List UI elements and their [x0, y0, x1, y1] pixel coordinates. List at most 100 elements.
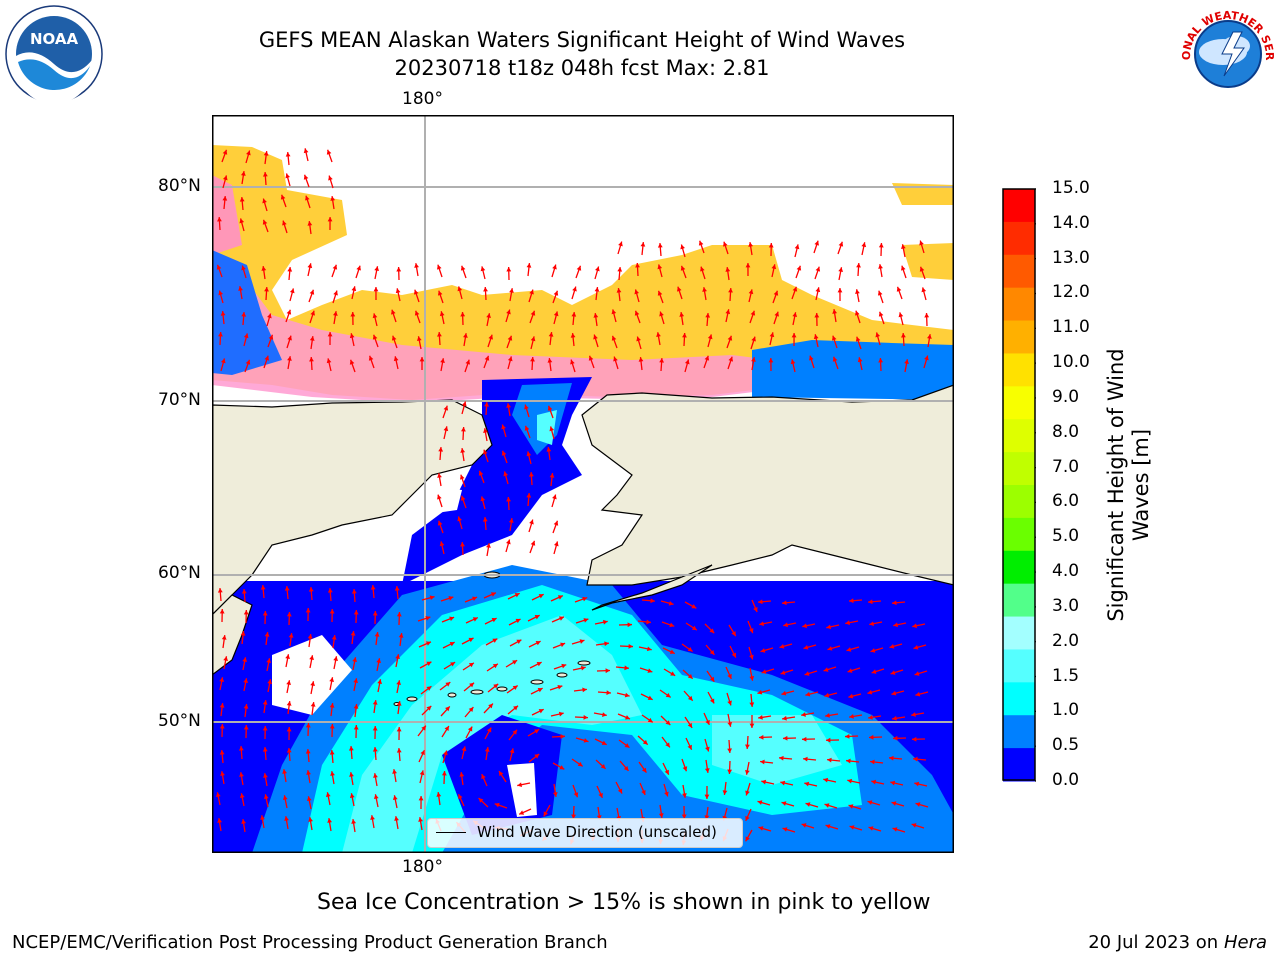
wave-arrow-head — [243, 725, 249, 730]
wave-arrow-head — [825, 824, 831, 829]
wave-arrow-head — [326, 358, 332, 364]
wave-arrow-head — [924, 355, 929, 361]
wave-arrow-head — [264, 632, 270, 637]
wave-arrow-head — [893, 735, 898, 741]
colorbar-cell — [1003, 517, 1035, 552]
colorbar-cell — [1003, 682, 1035, 716]
wave-arrow-head — [333, 311, 338, 316]
wave-arrow-head — [239, 793, 245, 799]
wave-arrow-head — [606, 690, 611, 696]
wave-arrow-head — [437, 332, 442, 337]
wave-arrow-head — [286, 680, 291, 685]
wave-arrow-head — [398, 633, 404, 638]
wave-arrow-head — [611, 309, 617, 315]
lon-label-bottom: 180° — [402, 857, 443, 877]
wave-arrow-head — [595, 266, 600, 272]
wave-arrow-head — [878, 264, 883, 269]
wave-arrow-head — [826, 624, 832, 630]
wave-arrow-head — [813, 334, 819, 340]
wave-arrow-head — [658, 813, 664, 818]
wave-arrow-head — [707, 334, 713, 340]
wave-arrow-head — [727, 748, 732, 753]
wave-arrow-head — [771, 264, 777, 270]
wave-arrow-head — [759, 734, 764, 740]
wave-arrow-head — [758, 599, 763, 605]
wave-arrow-head — [783, 622, 789, 628]
wave-arrow-head — [801, 823, 807, 828]
wave-arrow-head — [616, 288, 622, 293]
colorbar-title: Significant Height of Wind Waves [m] — [1104, 325, 1154, 645]
wave-arrow-head — [519, 810, 525, 815]
wave-arrow-head — [374, 266, 380, 272]
wave-arrow-head — [327, 588, 333, 593]
wave-arrow-head — [468, 662, 474, 668]
wave-arrow-head — [751, 336, 756, 342]
wave-arrow-head — [749, 654, 754, 660]
wave-arrow-head — [503, 471, 509, 477]
wave-arrow-head — [750, 310, 756, 316]
wave-arrow-head — [727, 335, 733, 341]
wave-arrow-head — [687, 722, 693, 728]
wave-arrow-head — [395, 288, 401, 294]
wave-arrow-head — [333, 656, 338, 662]
wave-arrow-head — [573, 792, 579, 798]
wave-arrow-head — [593, 334, 598, 340]
wave-arrow-head — [309, 357, 314, 362]
wave-arrow-head — [331, 635, 337, 640]
wave-arrow-head — [782, 827, 788, 832]
wave-arrow-head — [534, 615, 540, 620]
wave-arrow-head — [439, 311, 445, 317]
wave-arrow-head — [831, 335, 837, 341]
wave-arrow-head — [426, 686, 432, 691]
wave-arrow-head — [870, 759, 875, 765]
wave-arrow-head — [529, 519, 534, 525]
wave-arrow-head — [912, 736, 917, 742]
wave-arrow-head — [548, 332, 554, 337]
wave-arrow-head — [847, 778, 853, 784]
wave-arrow-head — [524, 404, 529, 410]
wave-arrow-head — [526, 493, 532, 498]
wave-arrow-head — [286, 612, 292, 617]
wave-arrow-head — [261, 266, 267, 271]
wave-arrow-head — [868, 599, 873, 605]
wave-arrow-head — [796, 265, 802, 271]
wave-arrow-head — [748, 289, 754, 295]
wave-arrow-head — [289, 288, 295, 294]
wave-arrow-head — [560, 734, 565, 739]
wave-arrow-head — [330, 771, 335, 776]
wave-arrow-head — [892, 600, 897, 606]
wave-arrow-head — [538, 709, 544, 714]
wave-arrow-head — [745, 836, 750, 842]
wave-arrow-head — [557, 685, 563, 690]
footer-date: 20 Jul 2023 on Hera — [1088, 932, 1267, 953]
wave-arrow-head — [450, 662, 456, 667]
wave-arrow-head — [924, 313, 930, 318]
wave-arrow-head — [245, 359, 251, 365]
wave-arrow-head — [611, 335, 617, 341]
wave-arrow-head — [553, 520, 559, 526]
wave-arrow-head — [780, 780, 786, 786]
noaa-logo: NOAA — [5, 5, 103, 104]
wave-arrow-head — [241, 819, 246, 824]
wave-arrow-head — [758, 714, 763, 720]
wave-arrow-head — [583, 618, 589, 623]
wave-arrow-head — [804, 671, 810, 676]
wave-arrow-head — [779, 644, 785, 649]
wave-arrow-head — [308, 587, 314, 592]
wave-arrow-head — [709, 698, 715, 704]
wave-arrow-head — [349, 793, 355, 799]
wave-arrow-head — [282, 795, 288, 801]
wave-arrow-head — [267, 313, 272, 319]
wave-arrow-head — [898, 312, 904, 318]
wave-arrow-head — [350, 631, 356, 636]
wave-arrow-head — [781, 801, 787, 806]
colorbar-title-line1: Significant Height of Wind — [1104, 348, 1128, 622]
wave-arrow-head — [394, 586, 400, 591]
wave-arrow-head — [904, 359, 909, 364]
wave-arrow-head — [676, 286, 682, 292]
wave-arrow-head — [727, 721, 733, 727]
wave-arrow-head — [392, 769, 397, 774]
wave-arrow-head — [239, 772, 244, 777]
chart-subtitle: 20230718 t18z 048h fcst Max: 2.81 — [394, 56, 770, 80]
wave-arrow-head — [509, 748, 515, 754]
